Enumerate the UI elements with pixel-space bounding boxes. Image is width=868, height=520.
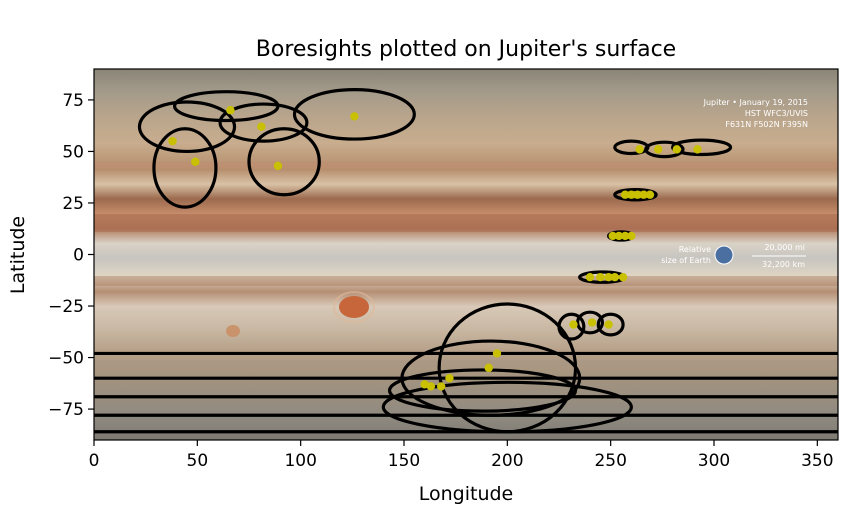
x-tick-label: 300	[698, 451, 730, 471]
boresight-point	[693, 145, 702, 154]
boresight-point	[645, 190, 655, 199]
x-axis: 0 50 100 150 200 250 300 350	[89, 440, 834, 471]
map-annotation-earth: size of Earth	[661, 256, 711, 265]
jupiter-band	[94, 276, 838, 286]
boresight-footprint	[292, 88, 416, 141]
jupiter-band	[94, 161, 838, 169]
boresight-group	[168, 106, 702, 391]
boresight-point	[437, 382, 446, 391]
map-annotation-scale-km: 32,200 km	[762, 260, 805, 269]
boresight-point	[168, 136, 177, 146]
boresight-point	[426, 382, 436, 391]
boresight-footprint	[137, 100, 237, 154]
boresight-point	[604, 320, 613, 329]
boresight-point	[596, 272, 605, 282]
y-tick-label: 75	[62, 91, 84, 111]
oval-storm	[226, 325, 240, 337]
footprint-group	[137, 88, 733, 434]
boresight-footprint	[575, 310, 604, 335]
boresight-point	[620, 190, 630, 199]
jupiter-band	[94, 214, 838, 232]
boresight-footprint	[596, 312, 625, 337]
x-axis-label: Longitude	[419, 483, 514, 505]
great-red-spot-ring	[333, 291, 375, 323]
band-line-group	[94, 351, 838, 434]
map-annotation-relative: Relative	[679, 245, 711, 254]
boresight-point	[633, 190, 642, 199]
boresight-footprint	[218, 102, 309, 143]
boresight-point	[620, 231, 630, 241]
y-axis-label: Latitude	[7, 216, 29, 294]
boresight-point	[445, 373, 454, 383]
x-tick-label: 350	[801, 451, 833, 471]
map-annotation-scale-mi: 20,000 mi	[764, 243, 805, 252]
boresight-footprint	[152, 127, 218, 209]
y-tick-label: −75	[48, 400, 84, 420]
boresight-point	[585, 272, 595, 282]
boresight-point	[273, 161, 283, 171]
x-tick-label: 250	[594, 451, 626, 471]
boresight-point	[627, 190, 636, 199]
boresight-point	[635, 145, 644, 154]
x-tick-label: 50	[187, 451, 209, 471]
x-tick-label: 0	[89, 451, 100, 471]
boresight-point	[350, 112, 359, 121]
boresight-point	[226, 106, 235, 115]
boresight-footprint	[613, 187, 658, 202]
boresight-point	[614, 231, 624, 241]
boresight-point	[610, 272, 619, 282]
chart-title: Boresights plotted on Jupiter's surface	[256, 37, 676, 62]
great-red-spot	[339, 296, 369, 318]
y-tick-label: 50	[62, 142, 84, 162]
jupiter-band	[94, 360, 838, 366]
boresight-footprint	[644, 140, 685, 159]
y-tick-label: −25	[48, 297, 84, 317]
y-axis: −75 −50 −25 0 25 50 75	[48, 91, 94, 420]
boresight-point	[257, 122, 266, 131]
boresight-point	[492, 349, 502, 358]
boresight-footprint	[671, 138, 733, 157]
boresight-point	[654, 145, 663, 154]
y-tick-label: 25	[62, 194, 84, 214]
x-tick-label: 100	[284, 451, 316, 471]
boresight-point	[608, 231, 617, 241]
boresight-point	[672, 145, 681, 154]
boresight-point	[569, 320, 578, 329]
earth-size-icon	[714, 245, 734, 265]
y-tick-label: 0	[73, 246, 84, 266]
map-annotation-title: Jupiter • January 19, 2015	[703, 98, 808, 107]
y-tick-label: −50	[48, 349, 84, 369]
boresight-point	[191, 157, 200, 166]
plot-area: Jupiter • January 19, 2015 HST WFC3/UVIS…	[93, 68, 839, 441]
boresight-footprint	[387, 368, 578, 413]
x-tick-label: 150	[388, 451, 420, 471]
boresight-point	[618, 272, 628, 282]
x-tick-label: 200	[491, 451, 523, 471]
boresight-point	[587, 318, 597, 327]
boresight-footprint	[247, 127, 321, 197]
boresight-point	[604, 272, 613, 282]
boresight-point	[627, 231, 636, 241]
map-annotation-instrument: HST WFC3/UVIS	[745, 109, 808, 118]
map-annotation-filters: F631N F502N F395N	[725, 120, 808, 129]
boresight-point	[484, 363, 493, 373]
boresight-point	[639, 190, 648, 199]
